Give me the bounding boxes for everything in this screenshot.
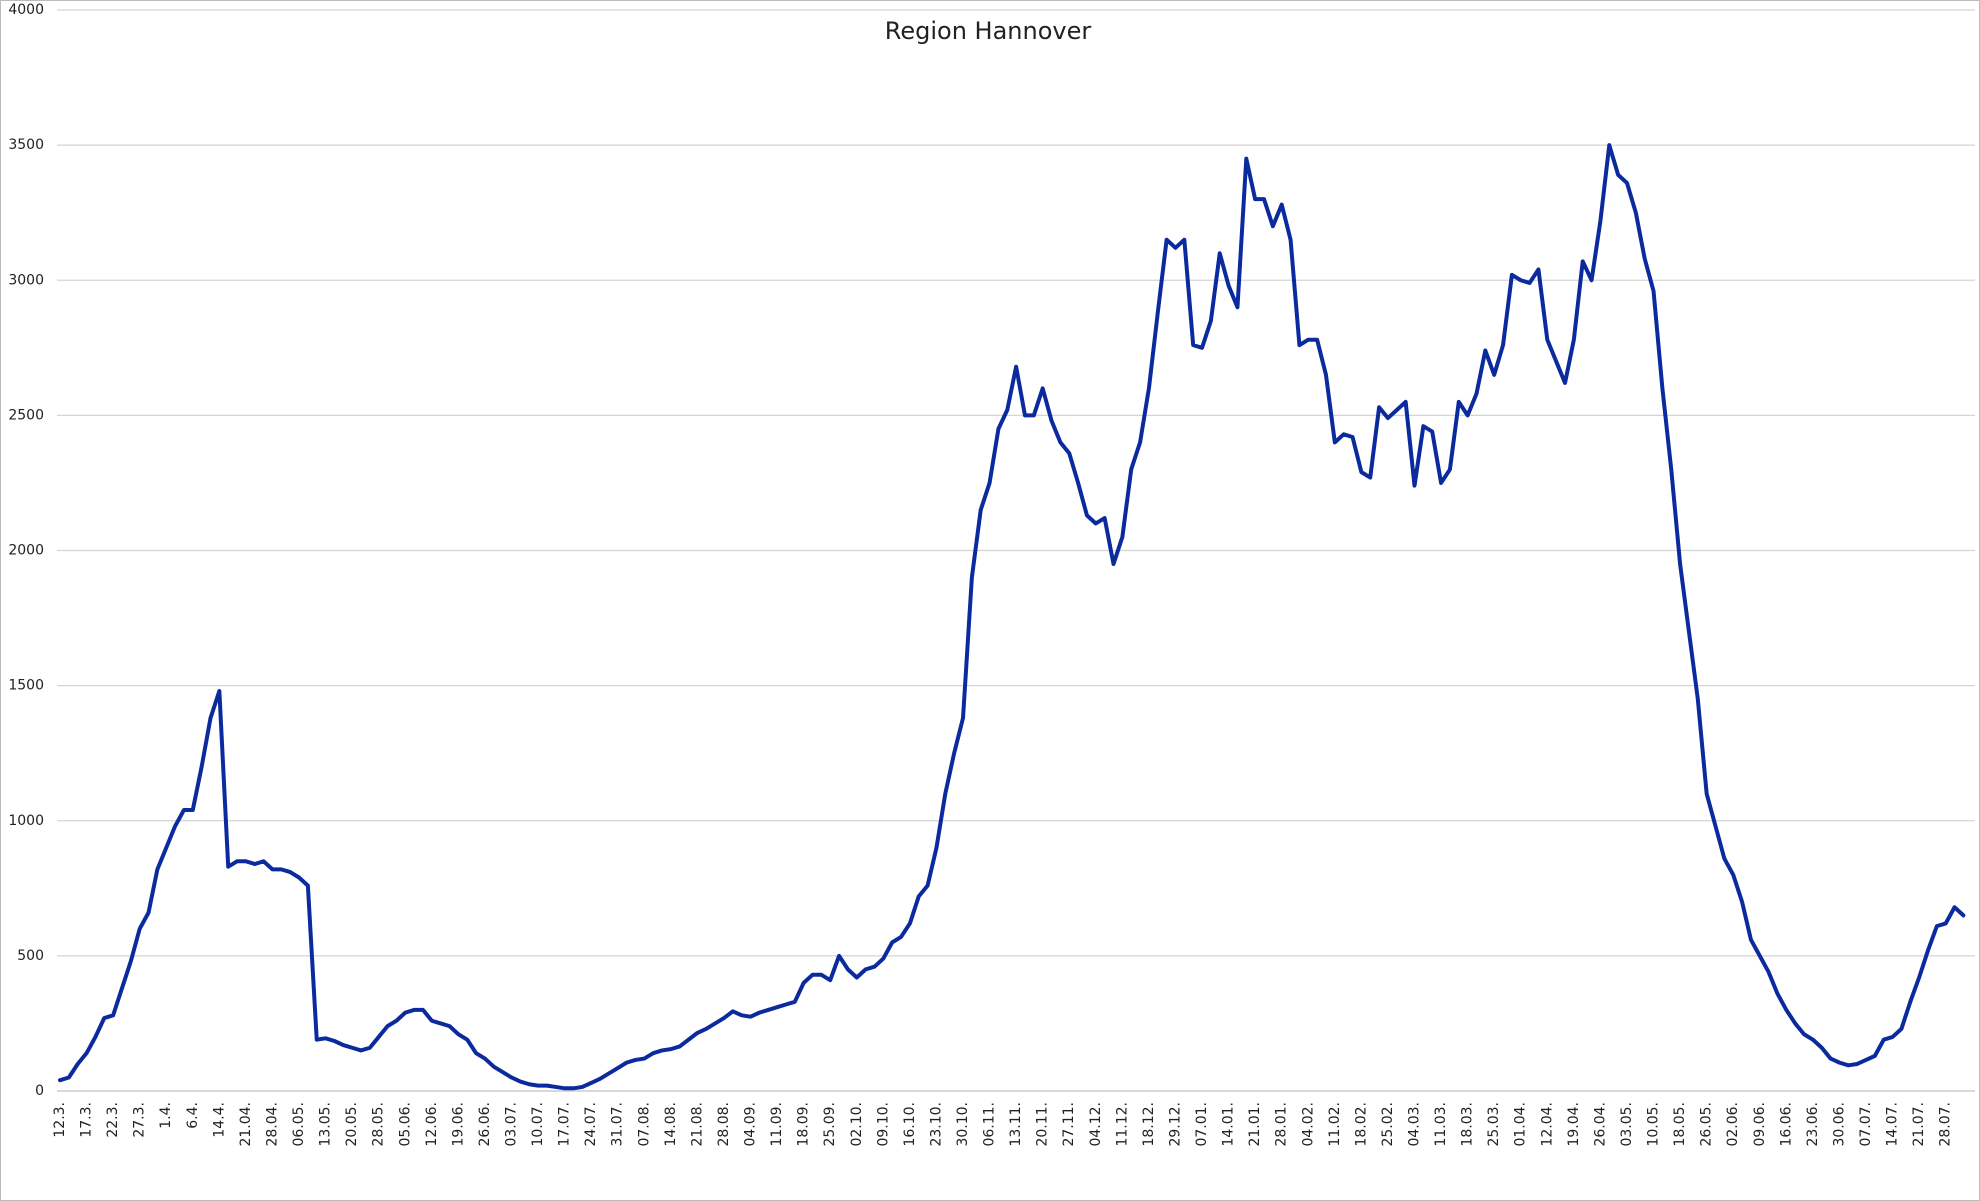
x-tick-label: 27.3. [132, 1102, 148, 1138]
x-tick-label: 20.05. [344, 1102, 360, 1147]
x-tick-label: 09.06. [1752, 1102, 1768, 1147]
x-tick-label: 11.02. [1327, 1102, 1343, 1147]
x-tick-label: 17.07. [557, 1102, 573, 1147]
x-tick-label: 10.05. [1646, 1102, 1662, 1147]
x-tick-label: 18.12. [1141, 1102, 1157, 1147]
x-tick-label: 11.09. [769, 1102, 785, 1147]
chart-title: Region Hannover [885, 17, 1092, 45]
y-tick-label: 0 [35, 1083, 44, 1099]
x-tick-label: 26.06. [477, 1102, 493, 1147]
y-tick-label: 1000 [8, 813, 44, 829]
x-tick-label: 06.11. [982, 1102, 998, 1147]
x-tick-label: 28.01. [1274, 1102, 1290, 1147]
x-tick-label: 10.07. [530, 1102, 546, 1147]
x-tick-label: 21.01. [1247, 1102, 1263, 1147]
x-tick-label: 26.05. [1699, 1102, 1715, 1147]
x-tick-label: 29.12. [1167, 1102, 1183, 1147]
x-tick-label: 18.03. [1460, 1102, 1476, 1147]
x-tick-label: 12.3. [52, 1102, 68, 1138]
y-tick-label: 1500 [8, 678, 44, 694]
x-tick-label: 28.05. [371, 1102, 387, 1147]
y-tick-label: 2000 [8, 543, 44, 559]
x-tick-label: 20.11. [1035, 1102, 1051, 1147]
x-tick-label: 23.10. [928, 1102, 944, 1147]
y-tick-label: 3000 [8, 272, 44, 288]
x-tick-label: 18.02. [1353, 1102, 1369, 1147]
y-tick-label: 2500 [8, 407, 44, 423]
x-tick-label: 04.03. [1407, 1102, 1423, 1147]
data-line [58, 143, 1966, 1091]
x-tick-label: 12.04. [1539, 1102, 1555, 1147]
x-tick-label: 06.05. [291, 1102, 307, 1147]
x-tick-label: 19.04. [1566, 1102, 1582, 1147]
x-tick-label: 11.03. [1433, 1102, 1449, 1147]
x-tick-label: 01.04. [1513, 1102, 1529, 1147]
x-tick-label: 31.07. [610, 1102, 626, 1147]
x-tick-label: 19.06. [450, 1102, 466, 1147]
y-tick-label: 4000 [8, 2, 44, 18]
x-tick-label: 25.02. [1380, 1102, 1396, 1147]
x-tick-label: 18.05. [1672, 1102, 1688, 1147]
x-tick-label: 28.04. [264, 1102, 280, 1147]
x-tick-label: 21.04. [238, 1102, 254, 1147]
x-tick-label: 13.05. [318, 1102, 334, 1147]
x-tick-label: 05.06. [397, 1102, 413, 1147]
x-tick-label: 14.08. [663, 1102, 679, 1147]
x-tick-label: 02.06. [1725, 1102, 1741, 1147]
x-tick-label: 03.07. [504, 1102, 520, 1147]
x-tick-label: 04.12. [1088, 1102, 1104, 1147]
x-tick-label: 26.04. [1592, 1102, 1608, 1147]
x-tick-label: 03.05. [1619, 1102, 1635, 1147]
x-tick-label: 22.3. [105, 1102, 121, 1138]
x-tick-label: 14.07. [1885, 1102, 1901, 1147]
x-tick-label: 27.11. [1061, 1102, 1077, 1147]
x-tick-label: 09.10. [875, 1102, 891, 1147]
x-tick-label: 14.01. [1221, 1102, 1237, 1147]
x-tick-label: 02.10. [849, 1102, 865, 1147]
x-tick-label: 30.06. [1831, 1102, 1847, 1147]
x-tick-label: 12.06. [424, 1102, 440, 1147]
x-tick-label: 6.4. [185, 1102, 201, 1129]
x-tick-label: 28.07. [1938, 1102, 1954, 1147]
x-tick-label: 04.02. [1300, 1102, 1316, 1147]
x-tick-label: 30.10. [955, 1102, 971, 1147]
x-tick-label: 18.09. [796, 1102, 812, 1147]
x-tick-label: 16.10. [902, 1102, 918, 1147]
x-tick-label: 07.01. [1194, 1102, 1210, 1147]
x-tick-label: 25.03. [1486, 1102, 1502, 1147]
y-tick-label: 3500 [8, 137, 44, 153]
x-tick-label: 07.07. [1858, 1102, 1874, 1147]
x-tick-label: 1.4. [158, 1102, 174, 1129]
x-tick-label: 25.09. [822, 1102, 838, 1147]
x-tick-label: 28.08. [716, 1102, 732, 1147]
y-tick-label: 500 [17, 948, 44, 964]
x-tick-label: 16.06. [1778, 1102, 1794, 1147]
x-tick-label: 21.07. [1911, 1102, 1927, 1147]
x-tick-label: 23.06. [1805, 1102, 1821, 1147]
x-tick-label: 13.11. [1008, 1102, 1024, 1147]
x-tick-label: 14.4. [211, 1102, 227, 1138]
x-tick-label: 21.08. [689, 1102, 705, 1147]
x-tick-label: 24.07. [583, 1102, 599, 1147]
x-tick-label: 04.09. [743, 1102, 759, 1147]
x-tick-label: 11.12. [1114, 1102, 1130, 1147]
x-tick-label: 07.08. [636, 1102, 652, 1147]
x-tick-label: 17.3. [79, 1102, 95, 1138]
